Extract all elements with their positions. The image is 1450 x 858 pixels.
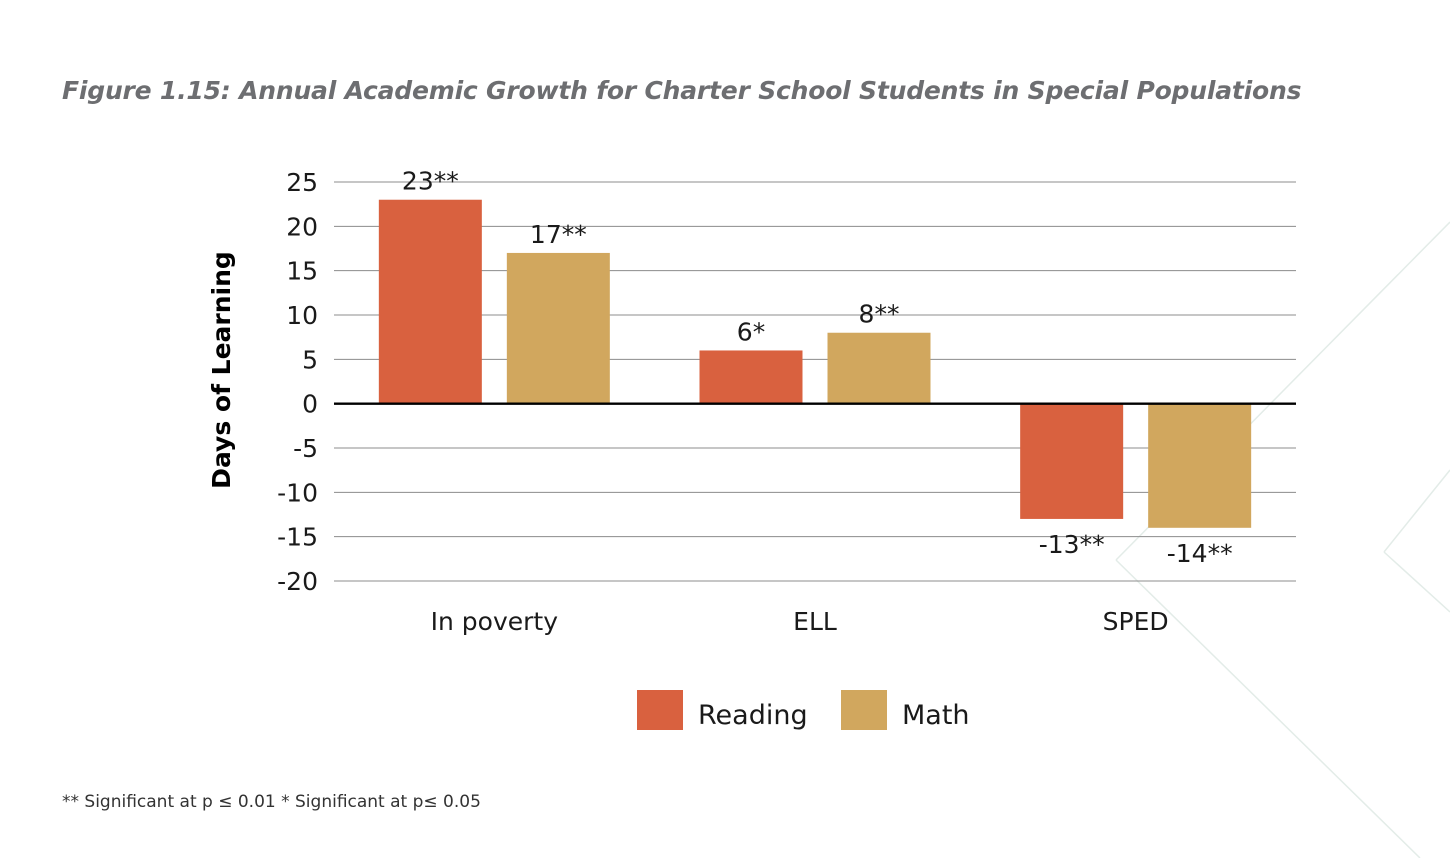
y-tick-label: -20 [277,567,318,596]
bar-value-label: -13** [1039,530,1105,559]
y-tick-label: 20 [286,212,318,241]
y-tick-label: -15 [277,523,318,552]
legend-label-reading: Reading [698,700,808,731]
x-category-label: SPED [1103,607,1169,636]
y-tick-label: -10 [277,478,318,507]
y-tick-label: -5 [293,434,318,463]
decor-line [1115,559,1421,858]
y-axis-label-group: Days of Learning [207,251,236,489]
bar-value-label: 23** [402,167,459,196]
bar-value-label: 6* [737,317,765,346]
chart-gridlines [334,181,1296,582]
x-category-label: ELL [793,607,837,636]
y-axis-label: Days of Learning [207,251,236,489]
bar-math-ell [827,332,931,404]
y-tick-label: 0 [302,390,318,419]
bar-value-labels: 23** 17** 6* 8** -13** -14** [402,167,1233,568]
bar-reading-in-poverty [378,199,482,404]
bar-reading-sped [1020,403,1124,519]
bar-value-label: -14** [1167,539,1233,568]
significance-footnote: ** Significant at p ≤ 0.01 * Significant… [62,792,481,812]
legend-swatch-reading [637,690,683,730]
legend-label-math: Math [902,700,970,731]
figure-title: Figure 1.15: Annual Academic Growth for … [62,76,1302,105]
decor-line [1383,551,1450,613]
bar-reading-ell [699,350,803,404]
bar-value-label: 8** [859,300,900,329]
y-tick-label: 10 [286,301,318,330]
bar-math-in-poverty [506,252,610,404]
x-category-label: In poverty [431,607,559,636]
y-tick-label: 5 [302,345,318,374]
y-tick-label: 25 [286,168,318,197]
decor-line [1383,469,1450,553]
legend-swatch-math [841,690,887,730]
y-axis-ticks: 25 20 15 10 5 0 -5 -10 -15 -20 [277,168,318,596]
chart-legend: Reading Math [637,690,970,731]
bar-value-label: 17** [530,220,587,249]
bar-math-sped [1148,403,1252,528]
x-axis-categories: In poverty ELL SPED [431,607,1169,636]
chart-bars [378,199,1252,528]
y-tick-label: 15 [286,257,318,286]
